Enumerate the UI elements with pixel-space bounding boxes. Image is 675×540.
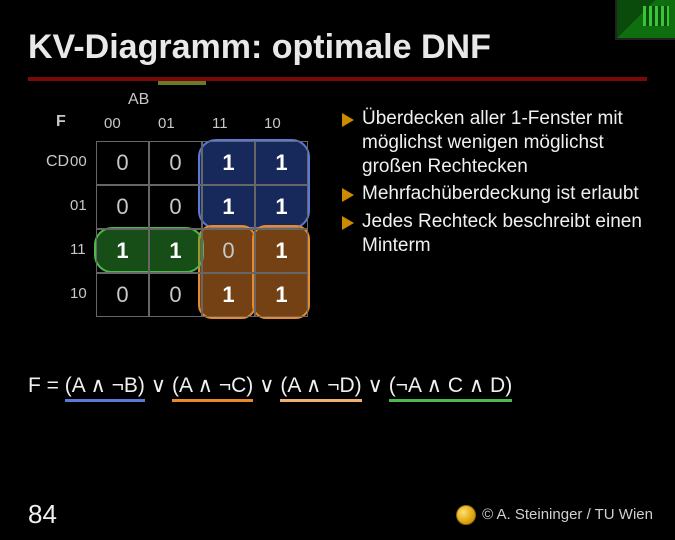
bullet-arrow-icon	[342, 216, 354, 230]
label-f: F	[56, 113, 66, 131]
row-hdr-1: 01	[70, 197, 87, 214]
row-hdr-3: 10	[70, 285, 87, 302]
credit-text: © A. Steininger / TU Wien	[482, 506, 653, 523]
cell-11-11: 0	[202, 229, 255, 273]
cell-00-10: 1	[255, 141, 308, 185]
cell-11-00: 1	[96, 229, 149, 273]
col-hdr-1: 01	[158, 115, 175, 132]
formula-join: ∨	[145, 374, 172, 397]
cell-01-01: 0	[149, 185, 202, 229]
content-area: AB F CD 00 01 11 10 00 01 11 10 0 0 1 1 …	[0, 81, 675, 339]
formula-term-0: (A ∧ ¬B)	[65, 374, 145, 402]
formula-join: ∨	[362, 374, 389, 397]
title-underline	[28, 77, 647, 81]
bullet-text: Mehrfachüberdeckung ist erlaubt	[362, 182, 639, 206]
cell-00-11: 1	[202, 141, 255, 185]
label-ab: AB	[128, 91, 149, 109]
formula-term-2: (A ∧ ¬D)	[280, 374, 361, 402]
slide-title: KV-Diagramm: optimale DNF	[0, 0, 675, 71]
formula-term-1: (A ∧ ¬C)	[172, 374, 253, 402]
row-hdr-2: 11	[70, 241, 86, 258]
cell-01-00: 0	[96, 185, 149, 229]
bullet-item: Mehrfachüberdeckung ist erlaubt	[342, 182, 653, 206]
row-hdr-0: 00	[70, 153, 87, 170]
bullet-list: Überdecken aller 1-Fenster mit möglichst…	[342, 99, 653, 339]
cell-01-10: 1	[255, 185, 308, 229]
cell-10-10: 1	[255, 273, 308, 317]
footer: 84 © A. Steininger / TU Wien	[0, 499, 675, 530]
bullet-item: Jedes Rechteck beschreibt einen Minterm	[342, 210, 653, 258]
bullet-arrow-icon	[342, 188, 354, 202]
kv-diagram: AB F CD 00 01 11 10 00 01 11 10 0 0 1 1 …	[48, 99, 318, 339]
cell-11-01: 1	[149, 229, 202, 273]
cell-10-01: 0	[149, 273, 202, 317]
bullet-arrow-icon	[342, 113, 354, 127]
formula-prefix: F =	[28, 374, 65, 397]
bullet-text: Jedes Rechteck beschreibt einen Minterm	[362, 210, 653, 258]
corner-decoration	[615, 0, 675, 40]
col-hdr-0: 00	[104, 115, 121, 132]
cell-10-11: 1	[202, 273, 255, 317]
label-cd: CD	[46, 153, 69, 171]
logo-icon	[456, 505, 476, 525]
formula-join: ∨	[253, 374, 280, 397]
page-number: 84	[28, 499, 57, 530]
cell-10-00: 0	[96, 273, 149, 317]
cell-00-01: 0	[149, 141, 202, 185]
col-hdr-2: 11	[212, 115, 228, 132]
bullet-text: Überdecken aller 1-Fenster mit möglichst…	[362, 107, 653, 178]
cell-01-11: 1	[202, 185, 255, 229]
cell-11-10: 1	[255, 229, 308, 273]
credit: © A. Steininger / TU Wien	[456, 505, 653, 525]
kmap-grid: 0 0 1 1 0 0 1 1 1 1 0 1 0 0 1 1	[96, 141, 308, 317]
bullet-item: Überdecken aller 1-Fenster mit möglichst…	[342, 107, 653, 178]
formula: F = (A ∧ ¬B) ∨ (A ∧ ¬C) ∨ (A ∧ ¬D) ∨ (¬A…	[0, 339, 675, 398]
formula-term-3: (¬A ∧ C ∧ D)	[389, 374, 513, 402]
cell-00-00: 0	[96, 141, 149, 185]
col-hdr-3: 10	[264, 115, 281, 132]
